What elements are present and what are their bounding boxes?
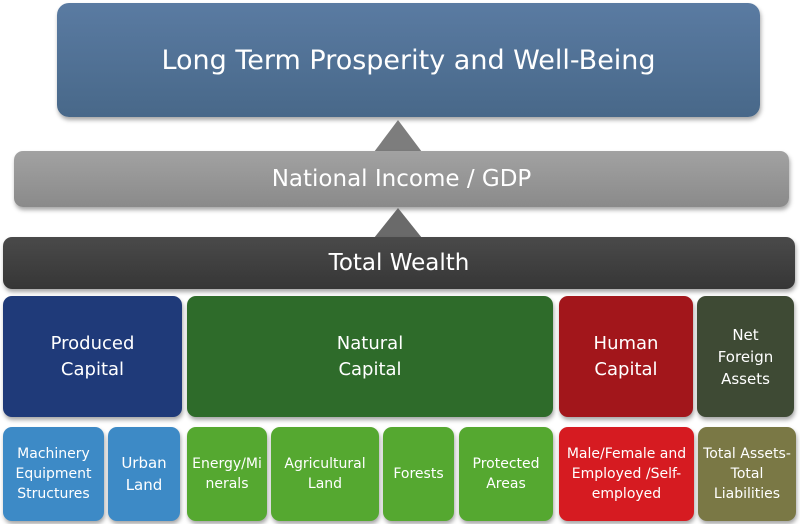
produced-capital-box: Produced Capital [3, 296, 182, 417]
energy-minerals-box: Energy/Mi nerals [187, 427, 267, 521]
protected-areas-label: Protected Areas [473, 454, 540, 494]
label-line: Machinery [17, 446, 90, 462]
label-line: Male/Female and [566, 446, 687, 462]
label-line: Capital [594, 358, 658, 380]
energy-minerals-label: Energy/Mi nerals [192, 454, 262, 494]
natural-capital-label: Natural Capital [337, 331, 403, 383]
labor-force-box: Male/Female and Employed /Self- employed [559, 427, 694, 521]
agricultural-land-label: Agricultural Land [284, 454, 365, 494]
label-line: Employed /Self- [571, 466, 682, 482]
forests-label: Forests [393, 464, 443, 484]
national-income-label: National Income / GDP [271, 166, 532, 192]
assets-liabilities-box: Total Assets- Total Liabilities [698, 427, 796, 521]
label-line: Equipment [15, 466, 92, 482]
forests-box: Forests [383, 427, 454, 521]
human-capital-label: Human Capital [594, 331, 659, 383]
national-income-box: National Income / GDP [14, 151, 789, 207]
urban-land-label: Urban Land [121, 452, 166, 496]
agricultural-land-box: Agricultural Land [271, 427, 379, 521]
natural-capital-box: Natural Capital [187, 296, 553, 417]
label-line: nerals [205, 476, 249, 492]
human-capital-box: Human Capital [559, 296, 693, 417]
total-wealth-box: Total Wealth [3, 237, 795, 289]
label-line: Net [732, 325, 759, 344]
net-foreign-assets-box: Net Foreign Assets [697, 296, 794, 417]
label-line: Areas [486, 476, 526, 492]
machinery-label: Machinery Equipment Structures [16, 444, 92, 504]
label-line: Energy/Mi [192, 456, 262, 472]
label-line: Assets [721, 369, 770, 388]
label-line: employed [591, 486, 662, 502]
label-line: Natural [336, 332, 404, 354]
net-foreign-assets-label: Net Foreign Assets [718, 324, 774, 390]
prosperity-box: Long Term Prosperity and Well-Being [57, 3, 760, 117]
machinery-equipment-structures-box: Machinery Equipment Structures [3, 427, 104, 521]
protected-areas-box: Protected Areas [459, 427, 553, 521]
up-arrow-wealth-to-income [374, 208, 422, 238]
label-line: Capital [60, 358, 125, 380]
label-line: Total [730, 466, 764, 482]
label-line: Protected [472, 456, 540, 472]
label-line: Total Assets- [703, 446, 791, 462]
produced-capital-label: Produced Capital [51, 331, 135, 383]
labor-force-label: Male/Female and Employed /Self- employed [567, 444, 686, 504]
label-line: Forests [393, 466, 444, 482]
assets-liabilities-label: Total Assets- Total Liabilities [703, 444, 791, 504]
total-wealth-label: Total Wealth [328, 250, 470, 276]
label-line: Land [307, 476, 343, 492]
label-line: Urban [121, 454, 167, 472]
label-line: Capital [338, 358, 402, 380]
label-line: Land [125, 476, 163, 494]
label-line: Human [593, 332, 659, 354]
up-arrow-income-to-prosperity [374, 120, 422, 152]
prosperity-label: Long Term Prosperity and Well-Being [161, 44, 656, 76]
label-line: Agricultural [284, 456, 366, 472]
urban-land-box: Urban Land [108, 427, 180, 521]
label-line: Liabilities [713, 486, 781, 502]
label-line: Produced [50, 332, 135, 354]
label-line: Structures [17, 486, 90, 502]
label-line: Foreign [717, 347, 774, 366]
